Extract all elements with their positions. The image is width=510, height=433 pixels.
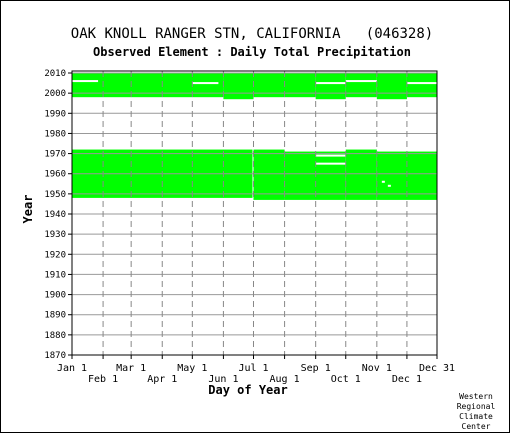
x-tick-label-aug-1: Aug 1 — [270, 374, 300, 385]
data-coverage-block-11 — [376, 73, 407, 100]
data-coverage-block-3 — [284, 151, 346, 200]
x-axis-label: Day of Year — [208, 383, 287, 397]
x-tick-label-feb-1: Feb 1 — [88, 374, 118, 385]
y-tick-label-1980: 1980 — [44, 129, 66, 139]
y-axis: 1870 1880 1890 1900 1910 1920 1930 1940 1950 1960… — [44, 69, 72, 361]
data-gap-4 — [345, 80, 377, 83]
x-axis: Jan 1 Mar 1 May 1 Jul 1 Sep 1 Nov 1 Dec 31 Feb … — [57, 355, 455, 385]
x-tick-label-nov-1: Nov 1 — [362, 363, 392, 374]
y-tick-label-2000: 2000 — [44, 89, 66, 99]
credit-line-4: Center — [462, 422, 491, 431]
y-tick-label-1900: 1900 — [44, 291, 66, 301]
y-tick-label-1960: 1960 — [44, 170, 66, 180]
x-tick-label-jul-1: Jul 1 — [238, 363, 268, 374]
plot-area-border — [71, 70, 438, 356]
data-coverage-block-9 — [315, 73, 346, 100]
data-layer — [72, 73, 437, 200]
y-tick-label-1880: 1880 — [44, 331, 66, 341]
x-tick-label-dec-1: Dec 1 — [392, 374, 422, 385]
y-tick-label-1920: 1920 — [44, 250, 66, 260]
data-gap-1 — [72, 80, 99, 83]
y-axis-label: Year — [21, 195, 35, 224]
credit-line-1: Western — [459, 392, 493, 401]
x-tick-label-jun-1: Jun 1 — [208, 374, 238, 385]
data-gap-6 — [315, 154, 346, 157]
data-gap-7 — [315, 162, 346, 165]
data-gap-2 — [192, 82, 219, 85]
chart-title: OAK KNOLL RANGER STN, CALIFORNIA (046328… — [71, 26, 433, 42]
y-tick-label-1890: 1890 — [44, 311, 66, 321]
credit-block: Western Regional Climate Center — [457, 392, 496, 431]
y-tick-label-1930: 1930 — [44, 230, 66, 240]
x-tick-label-mar-1: Mar 1 — [116, 363, 146, 374]
grid-layer — [71, 71, 438, 356]
x-tick-label-apr-1: Apr 1 — [147, 374, 177, 385]
x-tick-label-dec-31: Dec 31 — [419, 363, 455, 374]
x-tick-label-sep-1: Sep 1 — [301, 363, 331, 374]
y-tick-label-1910: 1910 — [44, 270, 66, 280]
y-tick-label-2010: 2010 — [44, 69, 66, 79]
chart-subtitle: Observed Element : Daily Total Precipita… — [93, 45, 411, 59]
x-tick-label-may-1: May 1 — [177, 363, 207, 374]
data-gap-8 — [381, 180, 385, 183]
y-tick-label-1940: 1940 — [44, 210, 66, 220]
x-tick-label-jan-1: Jan 1 — [57, 363, 87, 374]
credit-line-3: Climate — [459, 412, 493, 421]
x-tick-label-oct-1: Oct 1 — [331, 374, 361, 385]
y-tick-label-1970: 1970 — [44, 150, 66, 160]
y-tick-label-1870: 1870 — [44, 351, 66, 361]
y-tick-label-1990: 1990 — [44, 109, 66, 119]
data-coverage-block-4 — [345, 149, 377, 200]
credit-line-2: Regional — [457, 402, 496, 411]
data-coverage-block-2 — [253, 149, 285, 200]
data-gap-9 — [387, 184, 391, 187]
data-gap-5 — [406, 82, 437, 85]
data-coverage-block-7 — [223, 73, 254, 100]
data-gap-3 — [315, 82, 346, 85]
y-tick-label-1950: 1950 — [44, 190, 66, 200]
